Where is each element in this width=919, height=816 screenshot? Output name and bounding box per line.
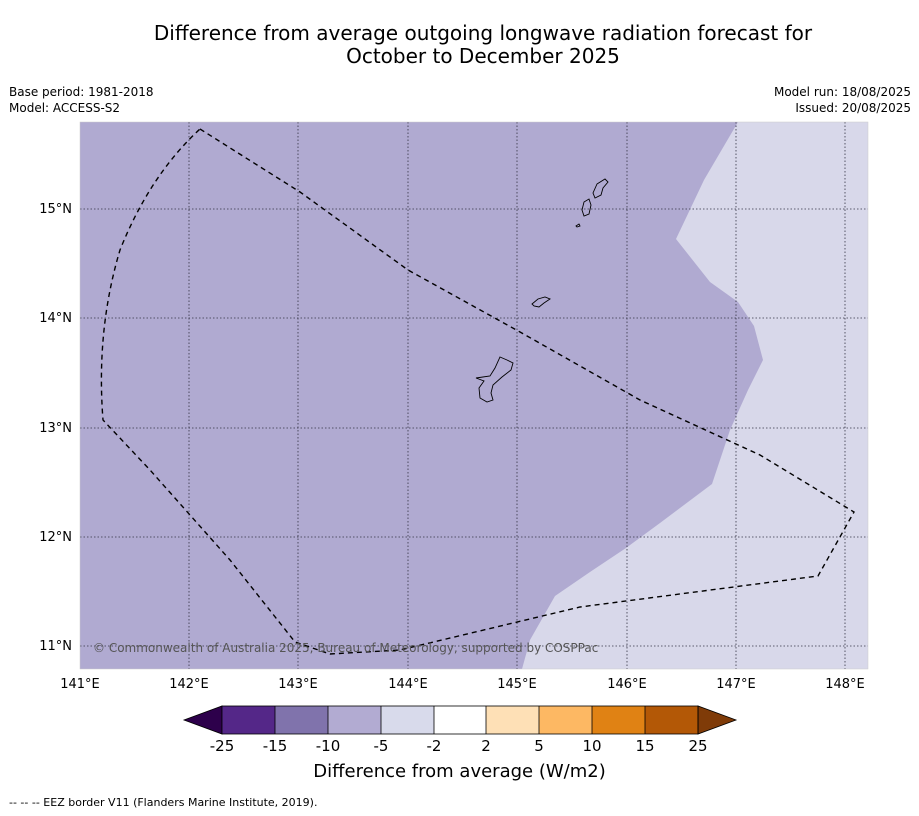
longitude-labels: 141°E 142°E 143°E 144°E 145°E 146°E 147°… xyxy=(60,677,865,692)
lon-label: 145°E xyxy=(497,677,537,692)
colorbar-extend-high xyxy=(697,705,738,735)
colorbar-extend-low xyxy=(182,705,223,735)
meta-right: Model run: 18/08/2025 Issued: 20/08/2025 xyxy=(774,84,911,116)
island-guam xyxy=(475,356,514,403)
lon-label: 148°E xyxy=(825,677,865,692)
lon-label: 143°E xyxy=(278,677,318,692)
map-title: Difference from average outgoing longwav… xyxy=(0,22,919,68)
island-tinian xyxy=(581,198,592,217)
lon-label: 147°E xyxy=(716,677,756,692)
lat-label: 11°N xyxy=(39,639,72,654)
islands xyxy=(475,178,609,403)
colorbar-swatch xyxy=(592,706,645,734)
colorbar-tick-label: -25 xyxy=(210,737,235,755)
colorbar-tick-label: -10 xyxy=(316,737,341,755)
colorbar-tick-label: -5 xyxy=(374,737,389,755)
copyright-notice: © Commonwealth of Australia 2025, Bureau… xyxy=(93,641,599,655)
meta-left: Base period: 1981-2018 Model: ACCESS-S2 xyxy=(9,84,154,116)
title-line-2: October to December 2025 xyxy=(346,44,620,68)
colorbar-swatch xyxy=(434,706,486,734)
graticule xyxy=(80,122,868,669)
map-area xyxy=(80,122,868,669)
island-saipan xyxy=(592,178,609,199)
colorbar-swatch xyxy=(486,706,539,734)
colorbar-tick-label: -15 xyxy=(263,737,288,755)
colorbar-tick-label: 5 xyxy=(534,737,544,755)
lon-label: 141°E xyxy=(60,677,100,692)
lat-label: 14°N xyxy=(39,311,72,326)
lat-label: 15°N xyxy=(39,202,72,217)
lat-label: 12°N xyxy=(39,530,72,545)
colorbar-swatch xyxy=(381,706,434,734)
title-line-1: Difference from average outgoing longwav… xyxy=(153,21,813,45)
colorbar-swatch xyxy=(275,706,328,734)
colorbar-swatch xyxy=(539,706,592,734)
colorbar-tick-label: 2 xyxy=(481,737,491,755)
colorbar-tick-label: 15 xyxy=(635,737,654,755)
latitude-labels: 15°N 14°N 13°N 12°N 11°N xyxy=(39,202,72,654)
model-name: Model: ACCESS-S2 xyxy=(9,101,121,115)
lon-label: 144°E xyxy=(388,677,428,692)
colorbar-swatch xyxy=(222,706,275,734)
colorbar-tick-label: 25 xyxy=(688,737,707,755)
colorbar-swatch xyxy=(645,706,698,734)
colorbar: -25 -15 -10 -5 -2 2 5 10 15 25 xyxy=(182,705,738,755)
issued-date: Issued: 20/08/2025 xyxy=(795,101,911,115)
island-aguijan xyxy=(575,223,581,228)
colorbar-tick-label: -2 xyxy=(427,737,442,755)
colorbar-title: Difference from average (W/m2) xyxy=(313,761,606,782)
colorbar-swatch xyxy=(328,706,381,734)
island-rota xyxy=(531,296,551,308)
lat-label: 13°N xyxy=(39,421,72,436)
anomaly-fill-minus5-minus2 xyxy=(522,122,868,669)
lon-label: 146°E xyxy=(607,677,647,692)
model-run: Model run: 18/08/2025 xyxy=(773,85,911,99)
eez-footnote: -- -- -- EEZ border V11 (Flanders Marine… xyxy=(9,796,318,809)
colorbar-tick-label: 10 xyxy=(582,737,601,755)
base-period: Base period: 1981-2018 xyxy=(9,85,154,99)
lon-label: 142°E xyxy=(169,677,209,692)
map-frame xyxy=(79,121,869,670)
